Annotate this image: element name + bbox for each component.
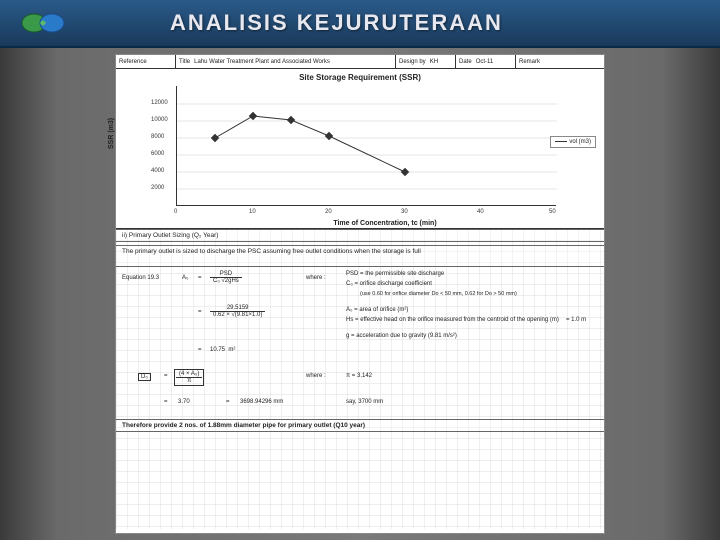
y-axis-label: SSR (m3)	[108, 118, 115, 149]
ref-cell: Reference	[116, 55, 176, 68]
section-heading: ii) Primary Outlet Sizing (Q₂ Year)	[116, 229, 604, 242]
slide-title: ANALISIS KEJURUTERAAN	[170, 10, 503, 36]
chart-svg	[177, 86, 557, 206]
do-label: D₀	[138, 373, 151, 381]
date-cell: Date Oct-11	[456, 55, 516, 68]
title-cell: Title Lahu Water Treatment Plant and Ass…	[176, 55, 396, 68]
eq-lhs: A₀	[182, 275, 189, 281]
chart-plot: 2000 4000 6000 8000 10000 12000 0 10 20 …	[176, 86, 556, 206]
logo-icon	[20, 8, 70, 38]
def-psd: PSD = the permissible site discharge	[346, 271, 444, 277]
x-axis-label: Time of Concentration, tc (min)	[176, 220, 594, 227]
slide-header: ANALISIS KEJURUTERAAN	[0, 0, 720, 48]
sheet-header-row: Reference Title Lahu Water Treatment Pla…	[116, 55, 604, 69]
def-hs: Hs = effective head on the orifice measu…	[346, 317, 559, 323]
where-label: where :	[306, 275, 326, 281]
section-note: The primary outlet is sized to discharge…	[116, 245, 604, 267]
remark-cell: Remark	[516, 55, 604, 68]
def-co: C₀ = orifice discharge coefficient	[346, 281, 432, 287]
design-cell: Design by KH	[396, 55, 456, 68]
def-g: g = acceleration due to gravity (9.81 m/…	[346, 333, 457, 339]
chart-title: Site Storage Requirement (SSR)	[126, 73, 594, 82]
calc-grid: ii) Primary Outlet Sizing (Q₂ Year) The …	[116, 229, 604, 529]
def-ao: A₀ = area of orifice (m²)	[346, 307, 408, 313]
hs-val: = 1.0 m	[566, 317, 586, 323]
def-co-note: (use 0.60 for orifice diameter Do < 50 m…	[360, 291, 517, 297]
do-eq: (4 × A₀) π	[174, 369, 204, 386]
calc1: 29.5159 0.62 × √(9.81×1.0)	[210, 305, 265, 318]
chart-legend: vol (m3)	[550, 136, 596, 148]
result1: 10.75 m²	[210, 347, 235, 353]
eq-rhs: PSD C₀ √2gHs	[210, 271, 242, 284]
chart-panel: Site Storage Requirement (SSR) SSR (m3) …	[116, 69, 604, 229]
conclusion: Therefore provide 2 nos. of 1.88mm diame…	[116, 419, 604, 432]
eq-ref: Equation 19.3	[122, 275, 159, 281]
worksheet: Reference Title Lahu Water Treatment Pla…	[115, 54, 605, 534]
pi-def: π = 3.142	[346, 373, 372, 379]
